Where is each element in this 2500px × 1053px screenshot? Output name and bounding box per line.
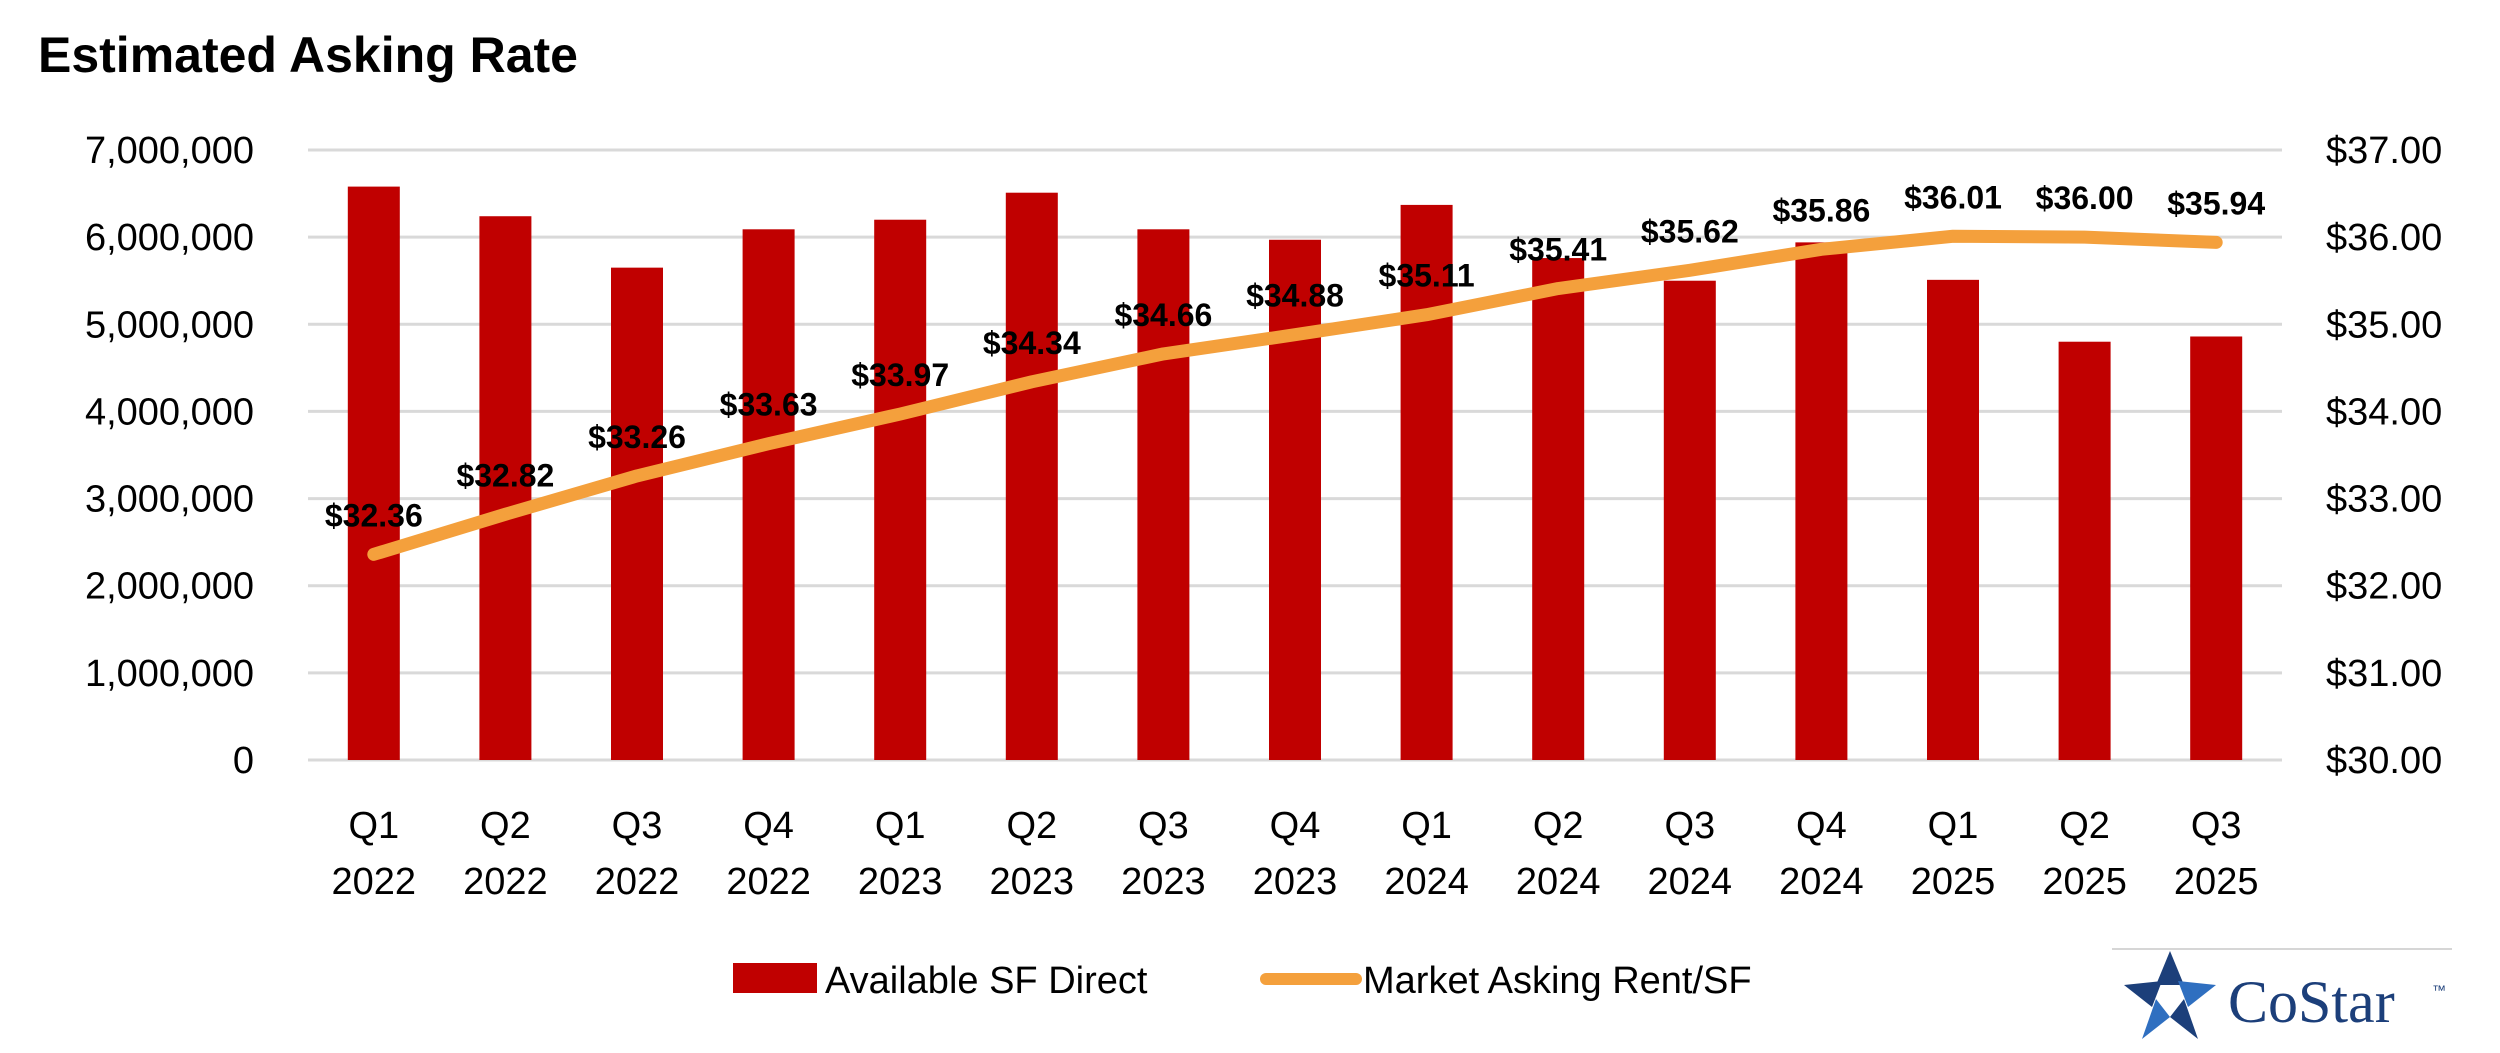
- data-label: $34.88: [1246, 278, 1344, 314]
- left-axis-ticks: 0 1,000,000 2,000,000 3,000,000 4,000,000 5,0…: [85, 130, 254, 782]
- x-axis-tick-label: Q2 2024: [1516, 805, 1601, 903]
- costar-logo: [2124, 951, 2216, 1039]
- line-point: [1688, 269, 1691, 272]
- line-point: [1162, 352, 1165, 355]
- x-axis-tick-label: Q3 2023: [1121, 805, 1206, 903]
- bar: [347, 186, 400, 761]
- data-label: $33.97: [851, 357, 949, 393]
- right-axis-tick-label: $32.00: [2326, 566, 2442, 608]
- line-point: [504, 513, 507, 516]
- line-point: [1820, 248, 1823, 251]
- data-label: $35.41: [1509, 232, 1607, 268]
- line-point: [1557, 287, 1560, 290]
- left-axis-tick-label: 2,000,000: [85, 566, 254, 608]
- line-point: [1294, 333, 1296, 336]
- bar: [742, 229, 795, 761]
- bar: [1137, 229, 1190, 761]
- x-axis-tick-label: Q2 2023: [990, 805, 1075, 903]
- logo-divider: [2112, 948, 2452, 950]
- data-label: $36.01: [1904, 179, 2002, 215]
- x-axis-tick-label: Q3 2022: [595, 805, 680, 903]
- x-axis-tick-label: Q4 2024: [1779, 805, 1864, 903]
- data-label: $33.63: [720, 387, 818, 423]
- line-point: [2215, 241, 2218, 244]
- chart-title: Estimated Asking Rate: [38, 27, 578, 83]
- costar-wordmark: CoStar: [2228, 969, 2395, 1035]
- line-point: [1425, 313, 1428, 316]
- right-axis-tick-label: $37.00: [2326, 130, 2442, 172]
- left-axis-tick-label: 7,000,000: [85, 130, 254, 172]
- bar: [2190, 336, 2243, 760]
- data-label: $32.82: [456, 457, 554, 493]
- bar: [2058, 341, 2111, 760]
- bar: [874, 219, 927, 760]
- x-axis-tick-label: Q2 2022: [463, 805, 548, 903]
- line-series-asking-rent: [367, 229, 2223, 561]
- left-axis-tick-label: 4,000,000: [85, 391, 254, 433]
- x-axis-tick-label: Q1 2023: [858, 805, 943, 903]
- data-label: $35.86: [1772, 192, 1870, 228]
- right-axis-tick-label: $34.00: [2326, 391, 2442, 433]
- bar: [479, 216, 532, 760]
- left-axis-tick-label: 1,000,000: [85, 653, 254, 695]
- left-axis-tick-label: 3,000,000: [85, 479, 254, 521]
- data-label: $34.66: [1114, 297, 1212, 333]
- data-label: $35.62: [1641, 213, 1739, 249]
- line-point: [1952, 235, 1954, 238]
- line-point: [899, 413, 902, 416]
- left-axis-tick-label: 5,000,000: [85, 304, 254, 346]
- line-point: [767, 442, 770, 445]
- right-axis-tick-label: $36.00: [2326, 217, 2442, 259]
- x-axis-tick-label: Q1 2025: [1911, 805, 1996, 903]
- data-label: $34.34: [983, 325, 1081, 361]
- legend-label-bar: Available SF Direct: [825, 960, 1148, 1002]
- bar: [1795, 242, 1848, 760]
- x-axis-tick-label: Q2 2025: [2042, 805, 2127, 903]
- right-axis-tick-label: $33.00: [2326, 479, 2442, 521]
- bar: [1400, 204, 1453, 760]
- right-axis-tick-label: $31.00: [2326, 653, 2442, 695]
- trademark-mark: ™: [2432, 982, 2446, 998]
- data-label: $33.26: [588, 419, 686, 455]
- left-axis-tick-label: 6,000,000: [85, 217, 254, 259]
- x-axis-tick-label: Q3 2024: [1648, 805, 1733, 903]
- line-point: [1030, 380, 1033, 383]
- line-point: [372, 553, 375, 556]
- x-axis-tick-label: Q4 2023: [1253, 805, 1338, 903]
- bar: [1532, 258, 1585, 760]
- data-label: $36.00: [2036, 180, 2134, 216]
- legend-label-line: Market Asking Rent/SF: [1363, 960, 1752, 1002]
- data-label: $35.11: [1379, 258, 1475, 294]
- bar: [1927, 279, 1979, 760]
- bar: [611, 267, 663, 760]
- left-axis-tick-label: 0: [233, 740, 254, 782]
- data-label: $32.36: [325, 497, 423, 533]
- x-axis-tick-label: Q3 2025: [2174, 805, 2259, 903]
- costar-star-icon: [2124, 951, 2216, 1039]
- right-axis-tick-label: $30.00: [2326, 740, 2442, 782]
- bar: [1005, 192, 1058, 760]
- legend-swatch-bar: [733, 963, 817, 993]
- bar-series-available-sf: [347, 186, 2243, 761]
- x-axis-ticks: Q1 2022 Q2 2022 Q3 2022 Q4 2022 Q1 2023 Q2 2023 Q3 20…: [332, 805, 2259, 903]
- x-axis-tick-label: Q1 2022: [332, 805, 417, 903]
- data-labels: $32.36 $32.82 $33.26 $33.63 $33.97 $34.34 $34.…: [325, 179, 2265, 533]
- data-label: $35.94: [2167, 185, 2265, 221]
- x-axis-tick-label: Q1 2024: [1384, 805, 1469, 903]
- line-point: [2083, 236, 2086, 239]
- bar: [1269, 239, 1321, 760]
- line-point: [636, 474, 638, 477]
- legend: Available SF Direct Market Asking Rent/S…: [733, 960, 1752, 1002]
- x-axis-tick-label: Q4 2022: [726, 805, 811, 903]
- right-axis-tick-label: $35.00: [2326, 304, 2442, 346]
- bar: [1663, 280, 1716, 760]
- right-axis-ticks: $30.00 $31.00 $32.00 $33.00 $34.00 $35.00 $36.…: [2326, 130, 2442, 782]
